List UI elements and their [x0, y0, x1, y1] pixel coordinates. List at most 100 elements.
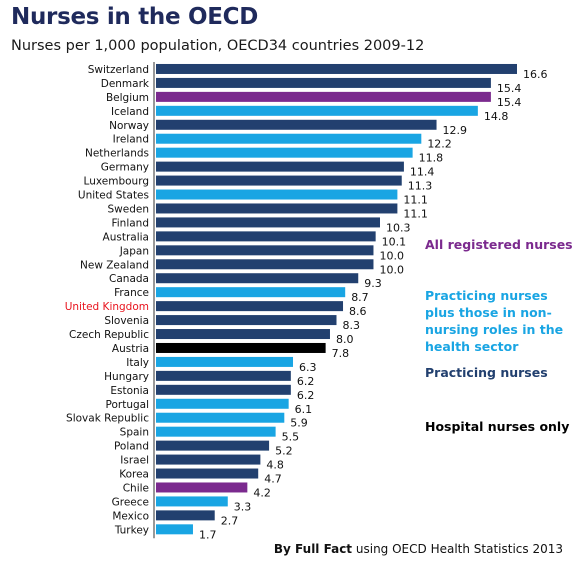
category-label: Mexico	[112, 510, 149, 522]
source-footer: By Full Fact using OECD Health Statistic…	[274, 542, 563, 556]
bar	[156, 91, 491, 102]
bar	[156, 468, 259, 479]
value-label: 5.5	[282, 431, 300, 444]
bar	[156, 161, 404, 172]
chart-subtitle: Nurses per 1,000 population, OECD34 coun…	[11, 38, 425, 54]
value-label: 15.4	[497, 96, 522, 109]
legend-practicing-label: Practicing nurses	[425, 365, 548, 380]
category-label: Sweden	[108, 203, 150, 215]
category-label: Greece	[112, 496, 149, 508]
category-label: Italy	[126, 357, 149, 369]
value-label: 3.3	[234, 500, 252, 513]
value-label: 12.2	[427, 138, 452, 151]
category-label: Japan	[119, 245, 149, 257]
bar	[156, 119, 437, 130]
value-label: 14.8	[484, 110, 509, 123]
category-label: Slovak Republic	[66, 413, 149, 425]
legend-all-registered: All registered nurses	[425, 236, 575, 253]
category-label: Switzerland	[88, 64, 149, 76]
bar	[156, 175, 402, 186]
category-label: Poland	[114, 441, 149, 453]
bar	[156, 356, 294, 367]
value-label: 6.2	[297, 389, 315, 402]
category-label: Canada	[109, 273, 149, 285]
legend-hospital: Hospital nurses only	[425, 418, 575, 435]
value-label: 11.4	[410, 166, 435, 179]
value-label: 9.3	[364, 277, 382, 290]
category-label: United Kingdom	[65, 301, 149, 313]
value-label: 6.2	[297, 375, 315, 388]
bar	[156, 482, 248, 493]
category-label: Germany	[101, 162, 149, 174]
bar	[156, 105, 478, 116]
value-label: 12.9	[443, 124, 468, 137]
bar	[156, 510, 215, 521]
value-label: 6.3	[299, 361, 317, 374]
value-label: 10.3	[386, 221, 411, 234]
bar	[156, 329, 330, 340]
value-label: 10.0	[379, 249, 404, 262]
category-label: France	[114, 287, 149, 299]
source-footer-rest: using OECD Health Statistics 2013	[355, 542, 563, 556]
bar	[156, 287, 346, 298]
bar	[156, 259, 374, 270]
category-label: Australia	[103, 231, 149, 243]
bar	[156, 398, 289, 409]
bar	[156, 231, 376, 242]
bar	[156, 133, 422, 144]
bar	[156, 342, 326, 353]
category-label: Israel	[120, 455, 149, 467]
category-label: Czech Republic	[69, 329, 149, 341]
bar	[156, 496, 228, 507]
value-label: 10.0	[379, 263, 404, 276]
legend-practicing-plus-label: Practicing nurses plus those in non-nurs…	[425, 288, 564, 354]
value-label: 8.7	[351, 291, 369, 304]
bar	[156, 217, 380, 228]
source-footer-bold: By Full Fact	[273, 542, 353, 556]
bar	[156, 301, 344, 312]
value-label: 15.4	[497, 82, 522, 95]
value-label: 4.2	[253, 486, 270, 499]
value-label: 16.6	[523, 68, 548, 81]
category-label: Spain	[120, 427, 149, 439]
category-label: Portugal	[106, 399, 150, 411]
value-label: 11.1	[403, 207, 428, 220]
value-label: 11.8	[419, 152, 444, 165]
bar	[156, 63, 517, 74]
bar	[156, 370, 291, 381]
legend-all-registered-label: All registered nurses	[425, 237, 573, 252]
category-label: Finland	[111, 217, 149, 229]
category-label: Ireland	[113, 134, 149, 146]
bar	[156, 147, 413, 158]
value-label: 6.1	[295, 403, 313, 416]
legend-practicing: Practicing nurses	[425, 364, 575, 381]
value-label: 10.1	[382, 235, 407, 248]
category-label: Austria	[112, 343, 149, 355]
bar	[156, 77, 491, 88]
value-label: 11.1	[403, 194, 428, 207]
category-label: United States	[78, 190, 149, 202]
bar	[156, 315, 337, 326]
bar	[156, 412, 285, 423]
legend-practicing-plus: Practicing nurses plus those in non-nurs…	[425, 287, 575, 355]
category-label: Luxembourg	[84, 176, 149, 188]
value-label: 5.9	[290, 417, 308, 430]
bar	[156, 273, 359, 284]
category-label: Netherlands	[85, 148, 149, 160]
category-label: Hungary	[104, 371, 149, 383]
value-label: 8.6	[349, 305, 367, 318]
category-label: Estonia	[110, 385, 149, 397]
value-label: 2.7	[221, 514, 239, 527]
bar	[156, 384, 291, 395]
value-label: 4.7	[264, 473, 282, 486]
value-label: 8.0	[336, 333, 354, 346]
category-label: Turkey	[114, 524, 149, 536]
category-label: New Zealand	[80, 259, 149, 271]
value-label: 8.3	[343, 319, 361, 332]
bar	[156, 440, 270, 451]
category-label: Korea	[119, 469, 149, 481]
chart-title: Nurses in the OECD	[11, 4, 259, 30]
bar	[156, 189, 398, 200]
category-label: Iceland	[111, 106, 149, 118]
